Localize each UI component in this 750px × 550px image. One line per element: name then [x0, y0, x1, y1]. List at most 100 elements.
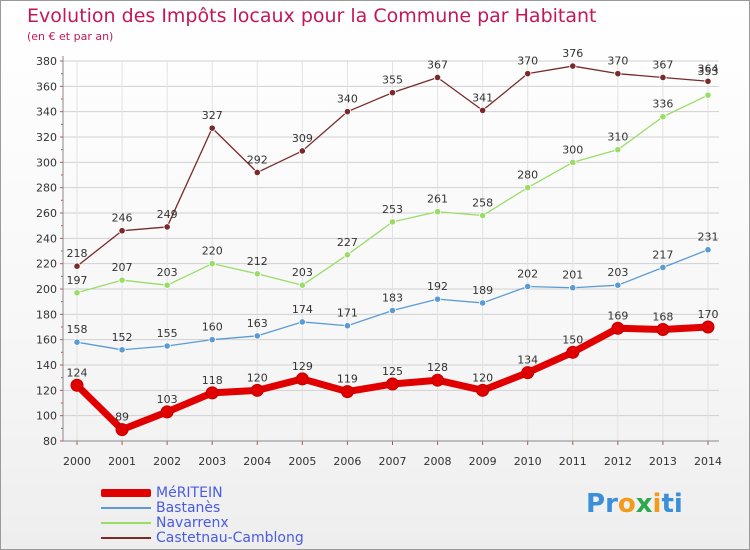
data-label-castetnau-camblong: 367 — [652, 58, 673, 71]
x-tick-label: 2005 — [288, 455, 316, 468]
logo-letter: i — [673, 489, 683, 519]
data-label-navarrenx: 203 — [157, 266, 178, 279]
data-label-castetnau-camblong: 370 — [517, 55, 538, 68]
data-point-m-ritein — [295, 372, 309, 386]
x-tick-label: 2013 — [649, 455, 677, 468]
chart-title: Evolution des Impôts locaux pour la Comm… — [27, 5, 597, 27]
data-point-castetnau-camblong — [569, 62, 577, 70]
data-label-bastan-s: 183 — [382, 292, 403, 305]
y-tick-label: 240 — [36, 232, 57, 245]
data-point-m-ritein — [70, 378, 84, 392]
data-point-bastan-s — [163, 342, 171, 350]
data-point-castetnau-camblong — [208, 124, 216, 132]
data-label-bastan-s: 163 — [247, 317, 268, 330]
data-label-castetnau-camblong: 370 — [607, 55, 628, 68]
data-point-navarrenx — [73, 289, 81, 297]
data-label-m-ritein: 103 — [157, 393, 178, 406]
data-point-castetnau-camblong — [343, 108, 352, 116]
data-label-castetnau-camblong: 246 — [112, 212, 133, 225]
y-tick-label: 320 — [36, 131, 57, 144]
data-label-navarrenx: 212 — [247, 255, 268, 268]
data-label-castetnau-camblong: 249 — [157, 208, 178, 221]
data-point-castetnau-camblong — [298, 147, 306, 155]
data-label-bastan-s: 201 — [562, 269, 583, 282]
proxiti-logo: Proxiti — [586, 489, 683, 519]
data-point-m-ritein — [160, 405, 174, 419]
logo-letter: i — [652, 489, 662, 519]
data-label-navarrenx: 353 — [697, 65, 718, 78]
data-label-navarrenx: 203 — [292, 266, 313, 279]
data-label-bastan-s: 217 — [652, 248, 673, 261]
y-tick-label: 300 — [36, 156, 57, 169]
legend-label-bastanes: Bastanès — [156, 500, 221, 516]
data-point-bastan-s — [479, 299, 487, 307]
data-label-navarrenx: 197 — [67, 274, 88, 287]
data-point-navarrenx — [569, 158, 577, 166]
data-point-navarrenx — [659, 113, 667, 121]
logo-letter: P — [586, 489, 606, 519]
data-label-navarrenx: 300 — [562, 143, 583, 156]
y-tick-label: 360 — [36, 80, 57, 93]
y-tick-label: 80 — [43, 435, 57, 448]
logo-letter: o — [617, 489, 636, 519]
data-point-bastan-s — [614, 281, 622, 289]
data-point-castetnau-camblong — [614, 70, 622, 78]
data-point-castetnau-camblong — [524, 70, 532, 78]
data-label-castetnau-camblong: 340 — [337, 93, 358, 106]
x-tick-label: 2014 — [694, 455, 722, 468]
data-label-castetnau-camblong: 376 — [562, 47, 583, 60]
axes: 80 100 120 140 160 180 200 220 240 260 280 300 320 34… — [36, 55, 722, 468]
x-tick-label: 2007 — [378, 455, 406, 468]
data-label-m-ritein: 120 — [247, 371, 268, 384]
logo-letter: t — [661, 489, 674, 519]
legend-swatch-navarrenx — [101, 522, 151, 524]
x-tick-label: 2011 — [559, 455, 587, 468]
data-point-bastan-s — [73, 338, 81, 346]
grid — [63, 60, 719, 442]
data-label-navarrenx: 336 — [652, 98, 673, 111]
data-label-castetnau-camblong: 341 — [472, 91, 493, 104]
data-point-m-ritein — [205, 386, 219, 400]
data-point-bastan-s — [253, 332, 261, 340]
data-point-castetnau-camblong — [118, 227, 126, 235]
data-point-m-ritein — [521, 366, 535, 380]
data-point-m-ritein — [566, 345, 580, 359]
x-tick-label: 2006 — [333, 455, 361, 468]
y-tick-label: 380 — [36, 55, 57, 68]
data-label-bastan-s: 158 — [67, 323, 88, 336]
data-label-m-ritein: 134 — [517, 354, 538, 367]
data-point-bastan-s — [569, 284, 577, 292]
data-label-bastan-s: 202 — [517, 267, 538, 280]
data-label-navarrenx: 261 — [427, 193, 448, 206]
data-label-m-ritein: 168 — [652, 311, 673, 324]
data-point-navarrenx — [479, 211, 487, 220]
y-tick-label: 140 — [36, 359, 57, 372]
x-tick-label: 2004 — [243, 455, 271, 468]
data-point-bastan-s — [208, 336, 216, 344]
legend-label-meritein: MéRITEIN — [156, 485, 223, 501]
data-label-navarrenx: 310 — [607, 131, 628, 144]
data-point-navarrenx — [704, 91, 712, 99]
data-point-castetnau-camblong — [163, 223, 171, 231]
data-label-navarrenx: 220 — [202, 245, 223, 258]
x-tick-label: 2012 — [604, 455, 632, 468]
data-point-m-ritein — [431, 373, 445, 387]
data-point-m-ritein — [385, 377, 399, 391]
data-point-m-ritein — [701, 320, 715, 334]
data-label-bastan-s: 231 — [697, 231, 718, 244]
y-tick-label: 280 — [36, 182, 57, 195]
y-tick-label: 340 — [36, 106, 57, 119]
data-label-m-ritein: 129 — [292, 360, 313, 373]
logo-letter: x — [635, 489, 653, 519]
data-label-bastan-s: 174 — [292, 303, 313, 316]
data-point-castetnau-camblong — [659, 73, 667, 82]
x-tick-label: 2009 — [469, 455, 497, 468]
data-point-castetnau-camblong — [433, 73, 442, 82]
logo-letter: r — [605, 489, 618, 519]
data-point-bastan-s — [704, 246, 712, 254]
data-point-navarrenx — [388, 218, 397, 226]
legend-label-castetnau: Castetnau-Camblong — [156, 530, 304, 546]
data-point-navarrenx — [433, 208, 442, 216]
data-point-navarrenx — [343, 251, 352, 259]
